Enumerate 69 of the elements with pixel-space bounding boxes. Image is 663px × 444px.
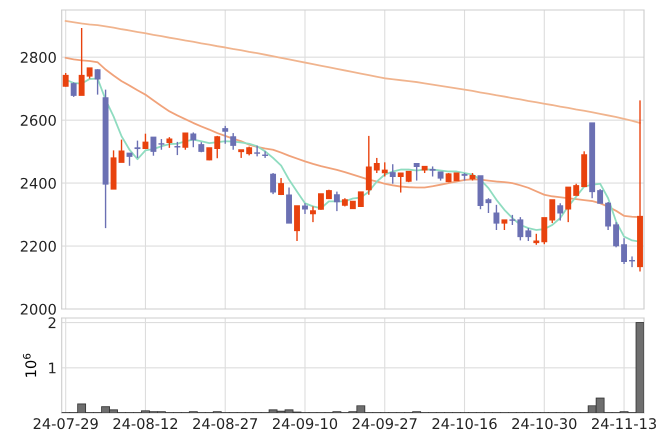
candlestick <box>270 172 276 195</box>
y-tick-label: 2000 <box>20 304 56 315</box>
candlestick <box>174 141 180 156</box>
candlestick <box>414 162 420 182</box>
candlestick <box>613 221 620 248</box>
line-series <box>64 20 641 124</box>
candlestick <box>382 162 388 178</box>
candlestick <box>86 67 93 80</box>
y-tick-label: 2800 <box>20 52 56 63</box>
candlestick <box>190 132 196 148</box>
candlestick <box>358 191 364 207</box>
y-tick-label: 1 <box>49 362 56 374</box>
x-tick-label: 24-10-30 <box>512 418 576 430</box>
candlestick <box>629 256 635 268</box>
candlestick <box>549 199 556 224</box>
x-tick-label: 24-07-29 <box>34 418 98 430</box>
y-tick-label: 2200 <box>20 240 56 252</box>
x-tick-label: 24-08-12 <box>113 418 178 430</box>
candlestick <box>390 164 396 184</box>
x-tick-label: 24-09-10 <box>272 418 338 430</box>
candlestick <box>78 27 85 96</box>
x-tick-label: 24-10-16 <box>432 418 497 430</box>
candlestick <box>605 201 612 231</box>
candlestick <box>70 82 77 98</box>
candlestick <box>565 186 572 223</box>
candlestick <box>597 188 604 204</box>
candlestick <box>230 132 236 150</box>
candlestick <box>430 166 436 178</box>
y-axis-title: 10$^{6}$ <box>22 354 36 377</box>
candlestick <box>142 132 148 150</box>
candlestick <box>302 202 308 215</box>
candlestick <box>573 183 580 196</box>
candlestick <box>398 172 404 194</box>
candlestick <box>541 217 548 245</box>
candlestick <box>214 135 220 159</box>
candlestick <box>94 68 101 96</box>
candlestick <box>557 202 564 222</box>
candlestick <box>158 138 164 150</box>
candlestick <box>62 72 69 88</box>
candlestick <box>126 152 132 166</box>
candlestick <box>493 204 500 231</box>
candlestick <box>118 138 124 164</box>
candlestick <box>254 144 260 158</box>
candlestick <box>374 157 380 174</box>
candlestick <box>222 125 228 144</box>
candlestick <box>517 216 524 242</box>
candlestick <box>310 206 316 223</box>
y-tick-label: 2 <box>48 317 56 328</box>
y-tick-label: 2400 <box>20 178 56 189</box>
candlestick <box>486 198 492 214</box>
x-tick-label: 24-11-13 <box>592 418 656 430</box>
candlestick <box>621 237 628 265</box>
candlestick <box>198 141 204 153</box>
candlestick <box>182 132 188 150</box>
candlestick <box>206 147 212 162</box>
x-tick-label: 24-08-27 <box>193 418 258 430</box>
x-tick-label: 24-09-27 <box>352 418 417 430</box>
y-tick-label: 2600 <box>20 114 56 126</box>
candlestick <box>334 190 340 212</box>
candlestick <box>533 233 540 246</box>
candlestick <box>150 136 156 156</box>
candlestick <box>318 193 324 211</box>
candlestick <box>525 227 532 242</box>
candlestick <box>134 140 140 159</box>
candlestick <box>166 136 172 149</box>
candlestick <box>509 214 516 226</box>
candlestick <box>278 177 284 196</box>
candlestick <box>501 219 508 231</box>
candlestick <box>366 135 372 196</box>
